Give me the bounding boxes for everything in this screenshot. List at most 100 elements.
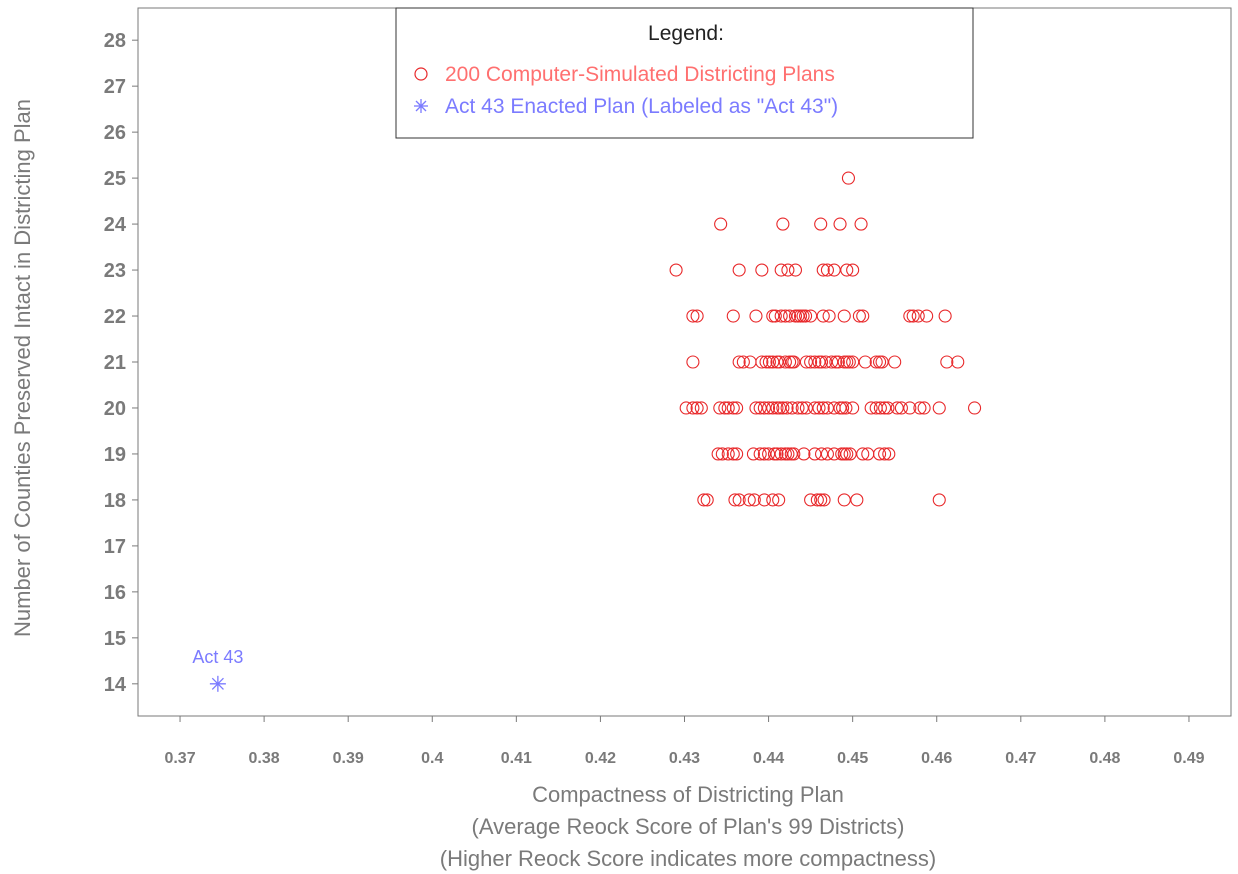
simulated-plan-point: [804, 355, 818, 369]
x-tick-label: 0.41: [501, 750, 532, 767]
simulated-plan-point: [816, 263, 830, 277]
simulated-plan-point: [697, 493, 711, 507]
simulated-plan-point: [700, 493, 714, 507]
simulated-plan-point: [827, 263, 841, 277]
simulated-plan-point: [726, 309, 740, 323]
simulated-plan-point: [878, 401, 892, 415]
simulated-plan-point: [833, 217, 847, 231]
simulated-plan-point: [903, 401, 917, 415]
simulated-plan-point: [799, 309, 813, 323]
simulated-plan-point: [730, 401, 744, 415]
simulated-plan-point: [770, 447, 784, 461]
simulated-plan-point: [780, 401, 794, 415]
x-tick-label: 0.38: [249, 750, 280, 767]
simulated-plan-point: [920, 309, 934, 323]
simulated-plan-point: [837, 309, 851, 323]
simulated-plan-point: [875, 355, 889, 369]
simulated-plan-point: [864, 401, 878, 415]
legend: Legend: 200 Computer-Simulated Districti…: [395, 7, 974, 139]
simulated-plan-point: [774, 447, 788, 461]
simulated-plan-point: [843, 447, 857, 461]
simulated-plan-point: [749, 309, 763, 323]
simulated-plan-point: [778, 309, 792, 323]
simulated-plan-point: [788, 263, 803, 277]
simulated-plan-point: [856, 447, 870, 461]
simulated-plan-point: [759, 355, 773, 369]
simulated-plan-point: [799, 401, 813, 415]
y-tick-label: 21: [104, 352, 126, 374]
simulated-plan-point: [755, 355, 769, 369]
simulated-plan-point: [878, 447, 892, 461]
simulated-plan-point: [903, 309, 917, 323]
act43-point: [209, 675, 226, 692]
simulated-plan-point: [732, 493, 746, 507]
simulated-plan-point: [839, 401, 853, 415]
simulated-plan-point: [846, 355, 860, 369]
simulated-plan-point: [894, 401, 908, 415]
simulated-plan-point: [694, 401, 708, 415]
simulated-plan-point: [951, 355, 965, 369]
simulated-plan-point: [757, 447, 771, 461]
y-tick-label: 16: [104, 582, 126, 604]
simulated-plan-point: [766, 493, 780, 507]
simulated-plan-point: [842, 355, 856, 369]
y-tick-label: 25: [104, 168, 126, 190]
simulated-plan-point: [852, 309, 866, 323]
simulated-plan-point: [726, 447, 740, 461]
simulated-plan-point: [814, 217, 828, 231]
simulated-plan-point: [850, 493, 864, 507]
simulated-plan-point: [746, 447, 760, 461]
simulated-plan-point: [776, 401, 790, 415]
simulated-plan-point: [820, 401, 834, 415]
simulated-plan-point: [690, 401, 704, 415]
legend-asterisk-marker: [414, 99, 428, 113]
legend-entry-simulated: 200 Computer-Simulated Districting Plans: [445, 63, 835, 86]
simulated-plan-point: [841, 171, 856, 185]
y-tick-label: 20: [104, 398, 126, 420]
simulated-plan-point: [679, 401, 693, 415]
simulated-plan-point: [721, 401, 735, 415]
simulated-plan-point: [804, 309, 818, 323]
x-tick-label: 0.43: [669, 750, 700, 767]
simulated-plan-point: [882, 447, 896, 461]
y-tick-label: 24: [104, 214, 127, 236]
y-tick-label: 17: [104, 536, 126, 558]
simulated-plan-point: [787, 447, 801, 461]
simulated-plan-point: [772, 493, 786, 507]
simulated-plan-point: [840, 263, 854, 277]
simulated-plan-point: [757, 493, 771, 507]
simulated-plan-point: [755, 263, 769, 277]
simulated-plan-point: [810, 493, 824, 507]
x-tick-label: 0.37: [164, 750, 195, 767]
simulated-plan-point: [831, 355, 845, 369]
simulated-plan-point: [749, 401, 763, 415]
legend-circle-marker: [414, 67, 428, 81]
simulated-plan-point: [732, 263, 746, 277]
y-axis-title: Number of Counties Preserved Intact in D…: [10, 99, 35, 637]
simulated-plan-point: [846, 401, 860, 415]
x-tick-label: 0.4: [421, 750, 443, 767]
simulated-plan-point: [825, 355, 839, 369]
simulated-plan-point: [753, 447, 767, 461]
simulated-plan-point: [762, 355, 776, 369]
x-tick-label: 0.46: [921, 750, 952, 767]
simulated-plan-point: [762, 447, 776, 461]
simulated-plan-point: [736, 355, 750, 369]
simulated-plan-point: [817, 493, 831, 507]
simulated-plan-point: [726, 401, 740, 415]
simulated-plan-point: [814, 355, 829, 369]
simulated-plan-point: [820, 447, 834, 461]
simulated-plan-point: [747, 493, 761, 507]
simulated-plan-point: [715, 447, 729, 461]
simulated-plan-point: [783, 309, 797, 323]
simulated-plan-point: [768, 309, 782, 323]
simulated-plan-point: [774, 309, 788, 323]
simulated-plan-point: [669, 263, 683, 277]
simulated-plan-point: [714, 217, 728, 231]
x-tick-label: 0.48: [1089, 750, 1120, 767]
simulated-plan-point: [827, 447, 841, 461]
x-tick-label: 0.39: [333, 750, 364, 767]
simulated-plan-point: [888, 355, 902, 369]
simulated-plan-point: [772, 401, 787, 415]
